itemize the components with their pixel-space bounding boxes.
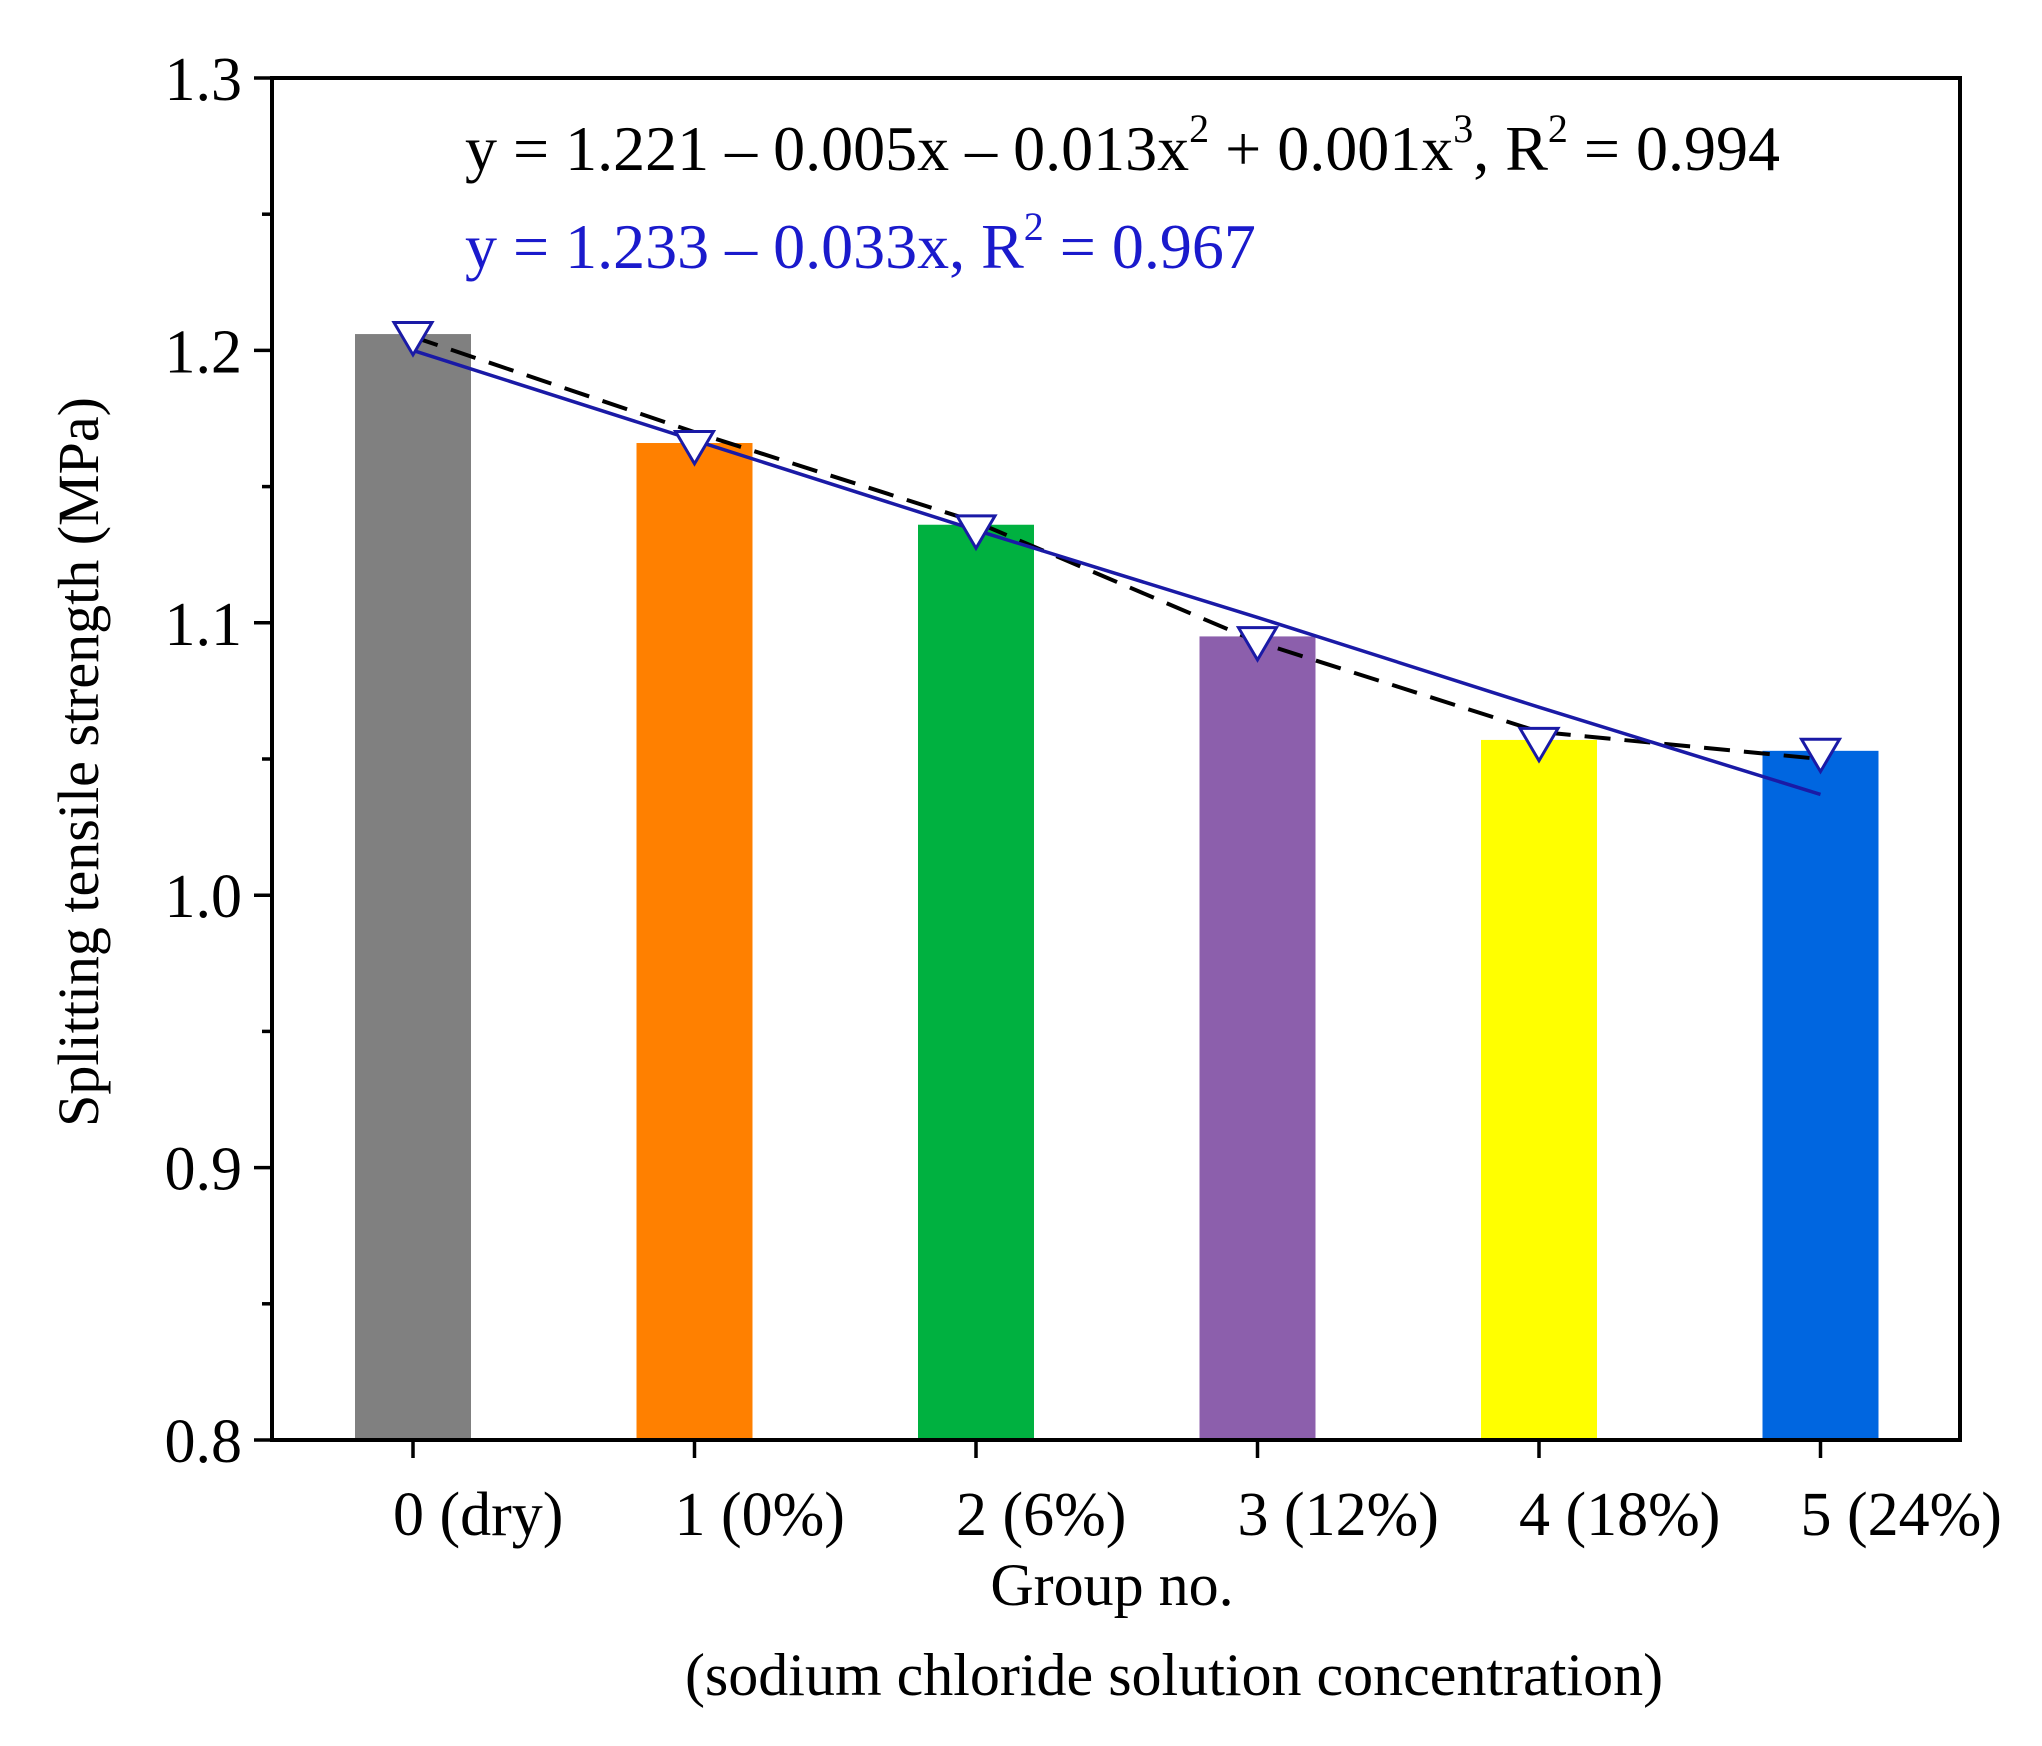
cubic-fit-equation: y = 1.221 – 0.005x – 0.013x2 + 0.001x3, … <box>465 106 1780 184</box>
x-axis-label: Group no. <box>990 1552 1233 1618</box>
bar-5 <box>1762 750 1879 1440</box>
marker-5 <box>1798 737 1843 775</box>
y-tick-label: 1.1 <box>165 591 243 659</box>
cubic-equation-end: = 0.994 <box>1568 113 1780 184</box>
x-tick-label: 1 (0%) <box>675 1481 845 1549</box>
x-axis-sublabel: (sodium chloride solution concentration) <box>685 1642 1663 1708</box>
markers-group <box>391 321 1843 775</box>
marker-4 <box>1517 726 1561 764</box>
cubic-equation-mid: + 0.001x <box>1209 113 1453 184</box>
cubic-equation-sup-1: 2 <box>1189 106 1209 151</box>
bars-group <box>355 334 1879 1440</box>
marker-3 <box>1235 626 1280 663</box>
linear-equation-prefix: y = 1.233 – 0.033x, R <box>465 211 1024 282</box>
linear-equation-sup-1: 2 <box>1024 204 1044 249</box>
bar-3 <box>1199 636 1316 1440</box>
bar-4 <box>1481 739 1597 1440</box>
linear-equation-end: = 0.967 <box>1044 211 1256 282</box>
marker-2 <box>954 514 998 552</box>
cubic-equation-sup-3: 2 <box>1548 106 1568 151</box>
y-tick-label: 1.3 <box>165 46 243 114</box>
marker-0 <box>391 321 435 358</box>
linear-fit-line <box>412 348 1822 797</box>
cubic-equation-sup-2: 3 <box>1453 106 1473 151</box>
bar-0 <box>355 334 471 1440</box>
y-tick-label: 1.0 <box>165 863 243 931</box>
x-tick-label: 4 (18%) <box>1519 1481 1720 1549</box>
x-tick-label: 3 (12%) <box>1238 1481 1439 1549</box>
x-tick-label: 2 (6%) <box>956 1481 1126 1549</box>
cubic-equation-prefix: y = 1.221 – 0.005x – 0.013x <box>465 113 1189 184</box>
y-axis-label: Splitting tensile strength (MPa) <box>46 397 111 1127</box>
x-tick-label: 5 (24%) <box>1801 1481 2002 1549</box>
bar-2 <box>918 524 1034 1440</box>
axes-group: 0.8 0.9 1.0 1.1 1.2 1.3 0 (dry) 1 (0%) 2 (6%) 3 (… <box>165 46 2002 1549</box>
fit-lines-group <box>412 334 1822 797</box>
y-tick-label: 1.2 <box>165 318 243 386</box>
linear-fit-equation: y = 1.233 – 0.033x, R2 = 0.967 <box>465 204 1256 282</box>
cubic-fit-line <box>412 334 1821 761</box>
bar-1 <box>636 443 753 1440</box>
y-tick-label: 0.8 <box>165 1408 243 1476</box>
cubic-equation-tail: , R <box>1473 113 1548 184</box>
marker-1 <box>672 429 717 467</box>
x-tick-label: 0 (dry) <box>393 1481 563 1549</box>
y-tick-label: 0.9 <box>165 1136 243 1204</box>
